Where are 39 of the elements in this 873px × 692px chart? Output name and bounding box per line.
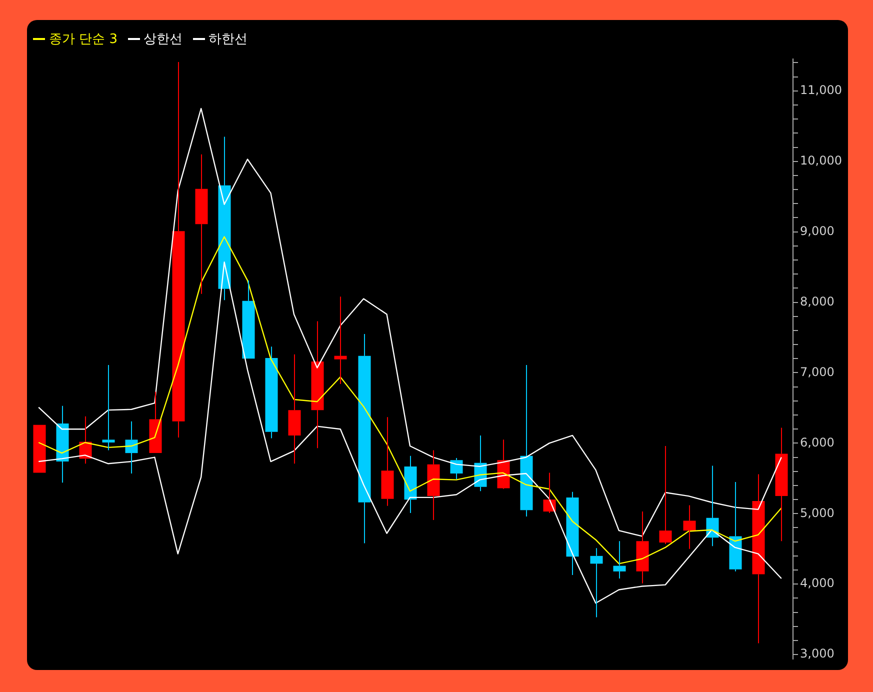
candlestick	[590, 548, 603, 618]
candlestick	[172, 62, 185, 438]
candlestick	[288, 354, 301, 464]
candlestick	[358, 333, 371, 544]
candlestick	[683, 504, 696, 550]
candlestick	[381, 416, 394, 506]
y-tick-label: 8,000	[800, 294, 834, 308]
y-tick-label: 11,000	[800, 83, 842, 98]
candlestick	[311, 320, 324, 449]
candlestick	[404, 455, 417, 514]
candlestick	[566, 491, 579, 576]
y-tick-label: 3,000	[800, 646, 834, 661]
y-tick-label: 9,000	[800, 224, 834, 238]
y-tick-label: 4,000	[800, 576, 834, 590]
candlestick	[242, 280, 255, 359]
candlestick	[450, 457, 463, 480]
candlestick	[659, 446, 672, 544]
candlestick	[125, 420, 138, 474]
candlestick	[543, 472, 556, 514]
candlestick	[613, 540, 626, 579]
candlestick	[149, 391, 162, 454]
legend-label: 종가 단순 3	[49, 31, 118, 48]
candlestick	[729, 481, 742, 572]
candlestick	[427, 450, 440, 520]
candlestick	[752, 474, 765, 644]
candlestick	[775, 427, 788, 542]
candlestick	[56, 405, 69, 484]
legend-label: 하한선	[208, 31, 248, 48]
y-tick-label: 5,000	[800, 506, 834, 520]
candlestick	[636, 511, 649, 584]
candlestick	[102, 364, 115, 451]
y-tick-label: 6,000	[800, 435, 834, 450]
y-tick-label: 10,000	[800, 153, 842, 168]
candlestick	[334, 296, 347, 385]
y-tick-label: 7,000	[800, 364, 834, 379]
candlestick	[265, 346, 278, 439]
candlestick	[195, 154, 208, 294]
candlestick	[520, 364, 533, 517]
legend-label: 상한선	[144, 31, 183, 48]
